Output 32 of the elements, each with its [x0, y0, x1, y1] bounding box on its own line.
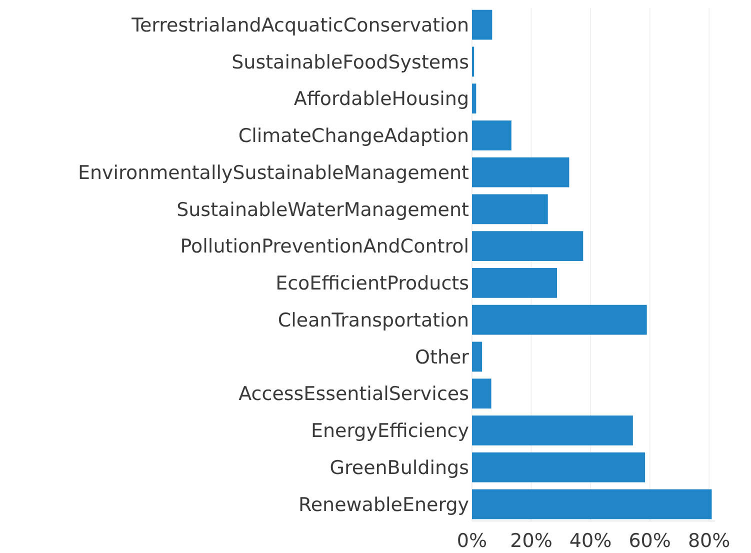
bar: [472, 452, 646, 482]
y-tick-label: EcoEfficientProducts: [276, 272, 469, 295]
bar: [472, 120, 512, 150]
x-tick-label: 0%: [456, 530, 488, 552]
y-tick-label: EnvironmentallySustainableManagement: [78, 162, 469, 184]
x-tick-label: 80%: [688, 530, 730, 552]
x-tick-label: 60%: [628, 530, 671, 552]
bar: [472, 378, 492, 409]
y-tick-label: GreenBuldings: [330, 456, 469, 479]
y-tick-label: RenewableEnergy: [298, 494, 469, 516]
y-tick-label: TerrestrialandAcquaticConservation: [130, 14, 469, 36]
bar: [472, 157, 570, 188]
y-tick-label: AccessEssentialServices: [238, 383, 469, 406]
bar: [472, 84, 476, 114]
y-tick-label: EnergyEfficiency: [310, 420, 469, 442]
y-tick-label: ClimateChangeAdaption: [238, 125, 469, 148]
bar: [472, 342, 482, 372]
bar: [472, 489, 712, 520]
x-tick-label: 40%: [569, 530, 612, 552]
y-tick-label: SustainableWaterManagement: [176, 198, 469, 221]
bar: [472, 231, 584, 261]
bar: [472, 10, 492, 40]
bar: [472, 416, 633, 446]
y-tick-label: AffordableHousing: [294, 88, 469, 110]
bar: [472, 304, 647, 335]
y-tick-label: PollutionPreventionAndControl: [180, 236, 469, 258]
bar: [472, 268, 558, 298]
y-tick-label: SustainableFoodSystems: [232, 51, 469, 74]
x-tick-label: 20%: [510, 530, 552, 552]
y-tick-label: Other: [415, 346, 470, 368]
bar: [472, 194, 548, 224]
y-tick-label: CleanTransportation: [278, 309, 469, 332]
